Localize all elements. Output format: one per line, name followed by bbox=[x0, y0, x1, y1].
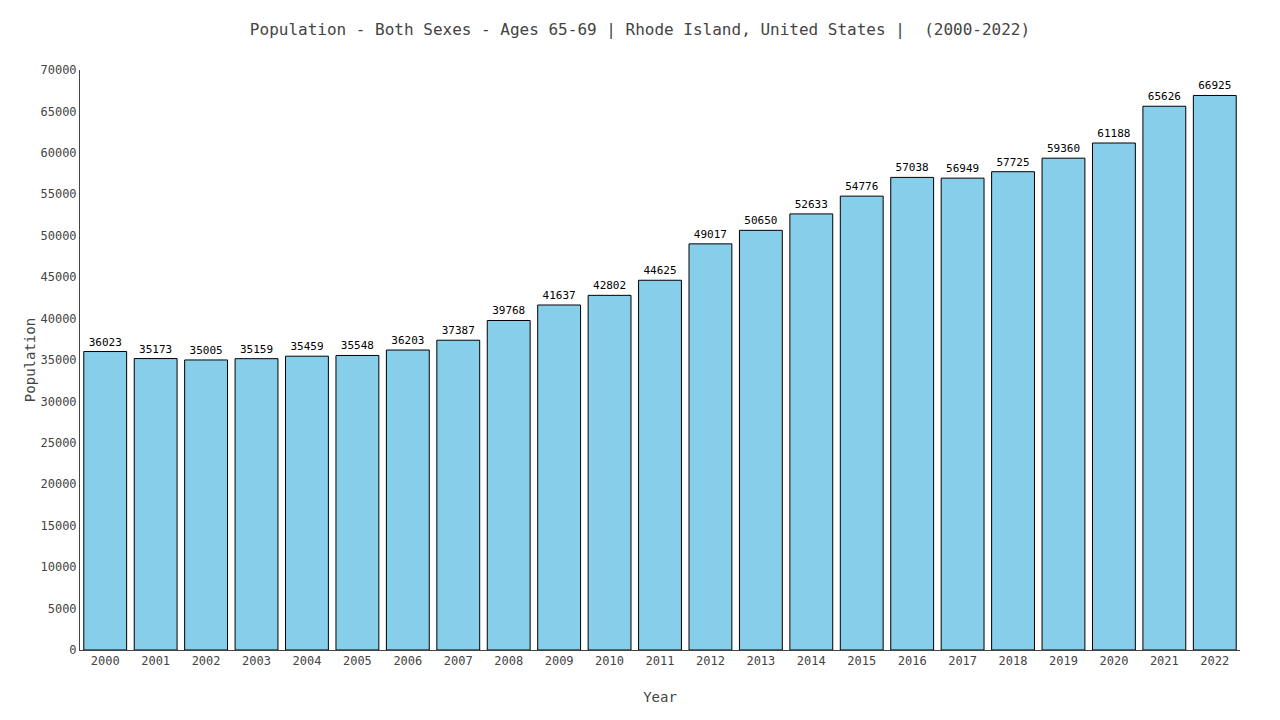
svg-text:2016: 2016 bbox=[898, 654, 927, 668]
svg-text:2000: 2000 bbox=[91, 654, 120, 668]
svg-text:59360: 59360 bbox=[1047, 142, 1080, 155]
svg-text:2005: 2005 bbox=[343, 654, 372, 668]
svg-text:39768: 39768 bbox=[492, 304, 525, 317]
svg-text:10000: 10000 bbox=[40, 560, 76, 574]
svg-text:36203: 36203 bbox=[391, 334, 424, 347]
svg-text:56949: 56949 bbox=[946, 162, 979, 175]
svg-text:57725: 57725 bbox=[996, 156, 1029, 169]
svg-text:35000: 35000 bbox=[40, 353, 76, 367]
svg-text:Population: Population bbox=[22, 318, 38, 402]
svg-text:52633: 52633 bbox=[795, 198, 828, 211]
svg-text:60000: 60000 bbox=[40, 146, 76, 160]
svg-text:2021: 2021 bbox=[1150, 654, 1179, 668]
svg-text:35459: 35459 bbox=[290, 340, 323, 353]
svg-text:Population - Both Sexes - Ages: Population - Both Sexes - Ages 65-69 | R… bbox=[250, 20, 1030, 39]
svg-text:2004: 2004 bbox=[293, 654, 322, 668]
svg-text:2007: 2007 bbox=[444, 654, 473, 668]
svg-text:49017: 49017 bbox=[694, 228, 727, 241]
svg-text:65000: 65000 bbox=[40, 105, 76, 119]
svg-text:2003: 2003 bbox=[242, 654, 271, 668]
svg-text:25000: 25000 bbox=[40, 436, 76, 450]
svg-text:2013: 2013 bbox=[746, 654, 775, 668]
svg-text:2017: 2017 bbox=[948, 654, 977, 668]
svg-text:2002: 2002 bbox=[192, 654, 221, 668]
svg-text:2012: 2012 bbox=[696, 654, 725, 668]
svg-text:35159: 35159 bbox=[240, 343, 273, 356]
svg-text:65626: 65626 bbox=[1148, 90, 1181, 103]
svg-text:2015: 2015 bbox=[847, 654, 876, 668]
svg-text:2008: 2008 bbox=[494, 654, 523, 668]
svg-text:Year: Year bbox=[643, 689, 677, 705]
svg-text:2009: 2009 bbox=[545, 654, 574, 668]
svg-text:35005: 35005 bbox=[190, 344, 223, 357]
svg-text:2006: 2006 bbox=[393, 654, 422, 668]
svg-text:36023: 36023 bbox=[89, 336, 122, 349]
svg-text:5000: 5000 bbox=[48, 602, 77, 616]
svg-text:35548: 35548 bbox=[341, 339, 374, 352]
svg-text:30000: 30000 bbox=[40, 395, 76, 409]
svg-text:40000: 40000 bbox=[40, 312, 76, 326]
svg-text:15000: 15000 bbox=[40, 519, 76, 533]
svg-text:2022: 2022 bbox=[1200, 654, 1229, 668]
svg-text:54776: 54776 bbox=[845, 180, 878, 193]
svg-text:2020: 2020 bbox=[1099, 654, 1128, 668]
svg-text:2019: 2019 bbox=[1049, 654, 1078, 668]
svg-text:45000: 45000 bbox=[40, 270, 76, 284]
svg-text:2010: 2010 bbox=[595, 654, 624, 668]
svg-text:37387: 37387 bbox=[442, 324, 475, 337]
svg-text:44625: 44625 bbox=[643, 264, 676, 277]
svg-text:2014: 2014 bbox=[797, 654, 826, 668]
svg-text:41637: 41637 bbox=[543, 289, 576, 302]
svg-text:2018: 2018 bbox=[999, 654, 1028, 668]
svg-text:35173: 35173 bbox=[139, 343, 172, 356]
svg-text:66925: 66925 bbox=[1198, 79, 1231, 92]
svg-text:0: 0 bbox=[69, 643, 76, 657]
svg-text:55000: 55000 bbox=[40, 187, 76, 201]
svg-text:57038: 57038 bbox=[896, 161, 929, 174]
svg-text:2001: 2001 bbox=[141, 654, 170, 668]
svg-text:61188: 61188 bbox=[1097, 127, 1130, 140]
svg-text:42802: 42802 bbox=[593, 279, 626, 292]
svg-text:70000: 70000 bbox=[40, 63, 76, 77]
svg-text:2011: 2011 bbox=[646, 654, 675, 668]
svg-text:20000: 20000 bbox=[40, 477, 76, 491]
svg-text:50000: 50000 bbox=[40, 229, 76, 243]
svg-text:50650: 50650 bbox=[744, 214, 777, 227]
